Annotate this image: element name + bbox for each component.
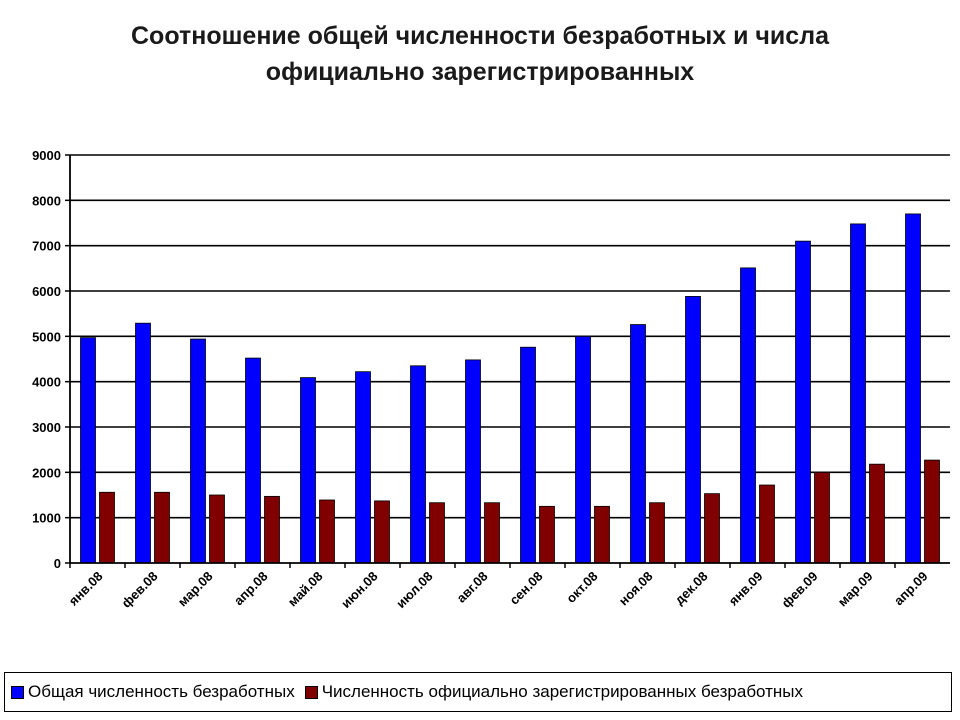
x-tick-label-6: июл.08 (393, 569, 436, 612)
chart-title-line-1: Соотношение общей численности безработны… (131, 22, 829, 50)
x-tick-label-14: мар.09 (835, 569, 876, 610)
bar-total-3 (245, 357, 261, 564)
legend: Общая численность безработных Численност… (4, 672, 952, 712)
bar-total-5 (355, 371, 371, 564)
y-tick-label-9000: 9000 (32, 148, 61, 163)
y-tick-label-4000: 4000 (32, 375, 61, 390)
bar-total-8 (520, 346, 536, 564)
y-tick-label-2000: 2000 (32, 465, 61, 480)
x-tick-label-2: мар.08 (175, 569, 216, 610)
x-tick-label-3: апр.08 (231, 569, 271, 609)
axes (69, 155, 950, 564)
x-tick-label-15: апр.09 (891, 569, 931, 609)
bar-registered-0 (99, 491, 115, 564)
bar-registered-4 (319, 499, 335, 564)
bar-registered-3 (264, 495, 280, 564)
bar-registered-13 (814, 471, 830, 564)
y-tick-label-7000: 7000 (32, 239, 61, 254)
x-tick-label-4: май.08 (285, 569, 326, 610)
bar-registered-6 (429, 502, 445, 564)
x-axis-tick-labels: янв.08 фев.08 мар.08 апр.08 май.08 июн.08 июл.… (66, 569, 931, 612)
legend-swatch-total (11, 685, 24, 699)
bar-registered-9 (594, 505, 610, 564)
bar-chart: 0 1000 2000 3000 4000 5000 6000 7000 8000 9000 ян… (32, 148, 950, 612)
bar-total-2 (190, 338, 206, 564)
bar-registered-15 (924, 459, 940, 564)
bar-registered-12 (759, 484, 775, 564)
bar-total-6 (410, 365, 426, 564)
bar-registered-7 (484, 502, 500, 564)
x-tick-label-8: сен.08 (506, 569, 545, 608)
bar-registered-8 (539, 505, 555, 564)
y-tick-label-8000: 8000 (32, 193, 61, 208)
legend-label-registered: Численность официально зарегистрированны… (321, 682, 804, 701)
bar-registered-14 (869, 463, 885, 564)
legend-item-total: Общая численность безработных (11, 682, 295, 702)
x-tick-label-12: янв.09 (726, 569, 766, 609)
x-tick-label-7: авг.08 (454, 569, 491, 606)
bar-registered-10 (649, 502, 665, 564)
y-axis-tick-labels: 0 1000 2000 3000 4000 5000 6000 7000 8000 9000 (32, 148, 61, 571)
x-tick-label-11: дек.08 (672, 569, 711, 608)
legend-swatch-registered (304, 685, 318, 699)
bar-total-15 (905, 213, 921, 564)
bar-registered-11 (704, 493, 720, 564)
x-tick-label-10: ноя.08 (616, 569, 656, 609)
bar-total-14 (850, 223, 866, 564)
x-tick-label-5: июн.08 (338, 569, 380, 611)
bar-total-12 (740, 267, 756, 564)
legend-item-registered: Численность официально зарегистрированны… (304, 682, 804, 702)
bar-total-10 (630, 324, 646, 564)
y-tick-label-1000: 1000 (32, 511, 61, 526)
chart-title-line-2: официально зарегистрированных (265, 58, 695, 86)
bar-total-11 (685, 296, 701, 564)
x-tick-label-1: фев.08 (119, 569, 161, 611)
y-tick-label-5000: 5000 (32, 329, 61, 344)
bar-total-9 (575, 335, 591, 564)
bar-total-1 (135, 322, 151, 564)
y-tick-label-3000: 3000 (32, 420, 61, 435)
bar-total-4 (300, 377, 316, 564)
y-tick-label-0: 0 (54, 556, 61, 571)
bars (80, 213, 940, 564)
x-tick-label-0: янв.08 (66, 569, 106, 609)
legend-label-total: Общая численность безработных (28, 682, 295, 701)
bar-total-7 (465, 359, 481, 564)
bar-registered-5 (374, 500, 390, 564)
x-tick-label-9: окт.08 (563, 569, 600, 606)
bar-total-0 (80, 337, 96, 564)
bar-registered-1 (154, 491, 170, 564)
y-tick-label-6000: 6000 (32, 284, 61, 299)
bar-registered-2 (209, 494, 225, 564)
x-tick-label-13: фев.09 (779, 569, 821, 611)
chart-title: Соотношение общей численности безработны… (0, 18, 960, 90)
bar-total-13 (795, 240, 811, 564)
